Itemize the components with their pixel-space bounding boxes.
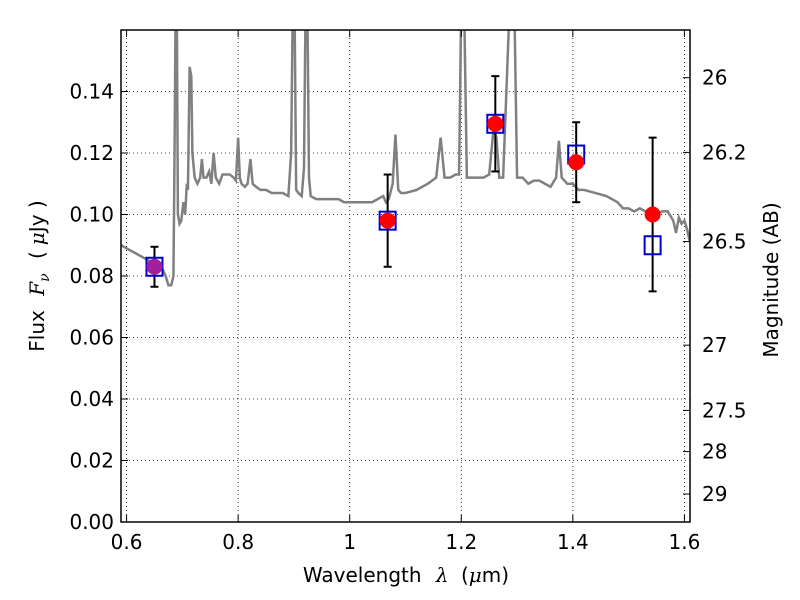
x-tick-label: 1.6 (669, 530, 701, 554)
x-axis-label-prefix: Wavelength (303, 563, 422, 587)
y2-tick-label: 26.5 (702, 230, 747, 254)
y2-tick-label: 27 (702, 333, 727, 357)
observed-point (487, 115, 504, 132)
y-axis-ticks: 0.00 0.02 0.04 0.06 0.08 0.10 0.12 0.14 (69, 80, 128, 534)
y2-axis-ticks: 26 26.2 26.5 27 27.5 28 29 (683, 66, 747, 506)
y-tick-label: 0.12 (69, 141, 114, 165)
y-axis-label-symbol: F (25, 281, 49, 297)
spectrum-line (121, 30, 690, 287)
x-axis-label: Wavelength λ (μm) (303, 563, 509, 587)
y-axis-label-unit-mu: μ (25, 232, 49, 245)
observed-point (379, 212, 396, 229)
y2-tick-label: 26.2 (702, 140, 747, 164)
x-tick-label: 1.2 (445, 530, 477, 554)
y2-tick-label: 29 (702, 482, 727, 506)
x-axis-label-unit-open: ( (461, 563, 469, 587)
y-tick-label: 0.08 (69, 264, 114, 288)
y-tick-label: 0.00 (69, 510, 114, 534)
y2-tick-label: 27.5 (702, 398, 747, 422)
observed-point (568, 154, 585, 171)
y-tick-label: 0.04 (69, 387, 114, 411)
y2-tick-label: 26 (702, 66, 727, 90)
y-axis-label-prefix: Flux (25, 310, 49, 352)
x-tick-label: 1 (343, 530, 356, 554)
y-tick-label: 0.02 (69, 449, 114, 473)
x-axis-label-unit-mu: μ (469, 563, 482, 587)
y-tick-label: 0.06 (69, 326, 114, 350)
observed-points-layer (146, 115, 661, 275)
error-bars-layer (150, 75, 657, 293)
x-axis-label-symbol: λ (435, 563, 449, 587)
y-axis-label: Flux Fν ( μJy ) (25, 200, 54, 351)
x-axis-label-unit-rest: m) (482, 563, 509, 587)
y-axis-label-subscript: ν (37, 273, 53, 282)
model-points-layer (145, 113, 662, 277)
observed-point (644, 206, 661, 223)
y-axis-label-unit-open: ( (25, 251, 49, 259)
y-tick-label: 0.14 (69, 80, 114, 104)
x-tick-label: 1.4 (557, 530, 589, 554)
y-tick-label: 0.10 (69, 203, 114, 227)
y2-axis-label: Magnitude (AB) (759, 202, 783, 357)
y2-tick-label: 28 (702, 440, 727, 464)
y-axis-label-unit-rest: Jy ) (25, 200, 49, 234)
spectrum-layer (121, 30, 690, 287)
x-tick-label: 0.8 (222, 530, 254, 554)
observed-point (146, 258, 163, 275)
model-point (643, 235, 662, 256)
x-axis-ticks: 0.6 0.8 1 1.2 1.4 1.6 (111, 30, 701, 554)
grid-lines (121, 30, 690, 523)
x-tick-label: 0.6 (111, 530, 143, 554)
